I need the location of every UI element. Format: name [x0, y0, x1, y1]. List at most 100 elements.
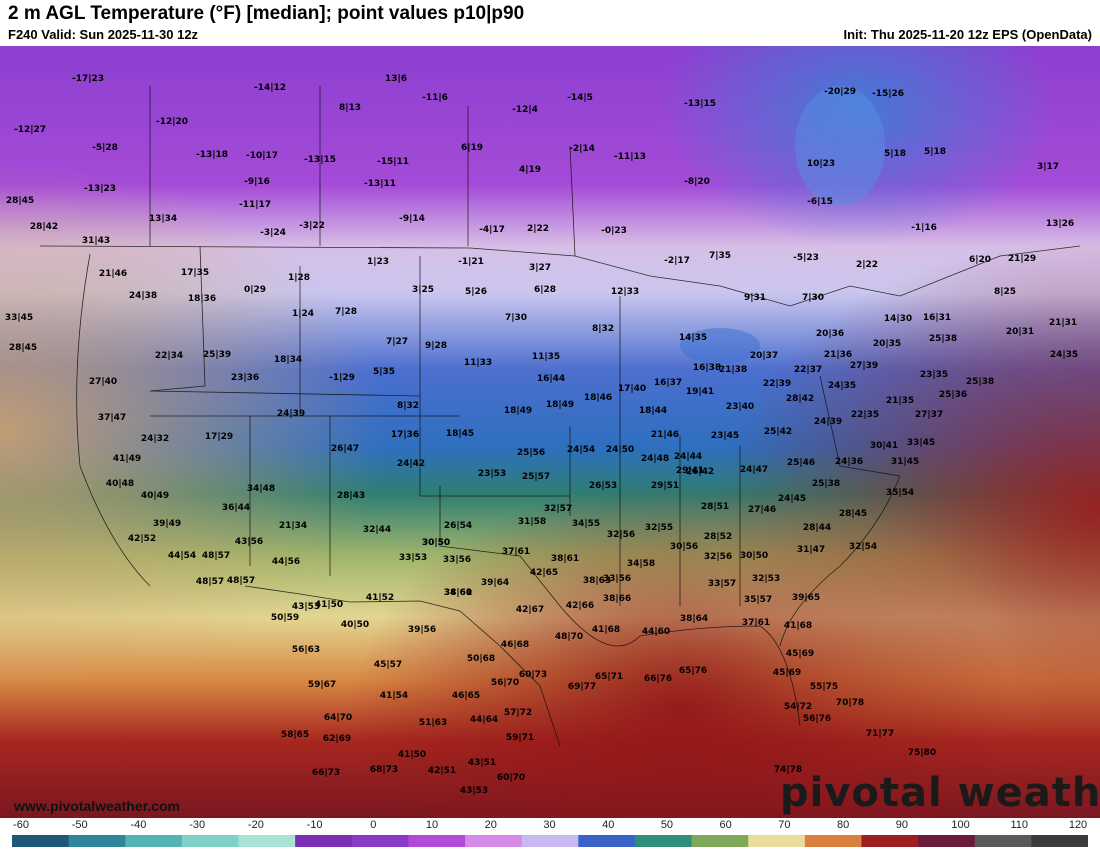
point-value-label: 33|56	[603, 574, 631, 584]
point-value-label: 14|30	[884, 314, 912, 324]
point-value-label: 21|36	[824, 350, 852, 360]
point-value-label: -1|29	[329, 373, 355, 383]
point-value-label: 37|47	[98, 413, 126, 423]
point-value-label: 28|42	[30, 222, 58, 232]
point-value-label: 21|38	[719, 365, 747, 375]
point-value-label: 8|32	[397, 401, 419, 411]
point-value-label: 25|57	[522, 472, 550, 482]
point-value-label: -11|13	[614, 152, 646, 162]
point-value-label: 5|35	[373, 367, 395, 377]
point-value-label: 69|77	[568, 682, 596, 692]
point-value-label: 41|68	[592, 625, 620, 635]
website-watermark: www.pivotalweather.com	[14, 798, 180, 814]
map-header: 2 m AGL Temperature (°F) [median]; point…	[0, 0, 1100, 46]
point-value-label: 3|27	[529, 263, 551, 273]
point-value-label: 25|46	[787, 458, 815, 468]
point-value-label: 30|50	[740, 551, 768, 561]
colorbar-tick-label: 100	[951, 819, 970, 831]
point-value-label: 13|6	[385, 74, 407, 84]
point-value-label: 31|45	[891, 457, 919, 467]
point-value-label: 38|64	[680, 614, 708, 624]
point-value-label: 37|61	[502, 547, 530, 557]
point-value-label: -2|14	[569, 144, 595, 154]
point-value-label: 8|25	[994, 287, 1016, 297]
point-value-label: 65|71	[595, 672, 623, 682]
point-value-label: 21|34	[279, 521, 307, 531]
point-value-label: 50|59	[271, 613, 299, 623]
colorbar-tick-label: 120	[1068, 819, 1088, 831]
point-value-label: 43|56	[235, 537, 263, 547]
point-value-label: 13|26	[1046, 219, 1074, 229]
point-value-label: 24|38	[129, 291, 157, 301]
point-value-label: 68|73	[370, 765, 398, 775]
point-value-label: 32|56	[704, 552, 732, 562]
point-value-label: 28|45	[6, 196, 34, 206]
point-value-label: 7|27	[386, 337, 408, 347]
point-value-label: 71|77	[866, 729, 894, 739]
point-value-label: 7|30	[505, 313, 527, 323]
point-value-label: 24|39	[277, 409, 305, 419]
point-value-label: 0|29	[244, 285, 266, 295]
point-value-label: -10|17	[246, 151, 278, 161]
point-value-label: -15|11	[377, 157, 409, 167]
point-value-label: 6|28	[534, 285, 556, 295]
point-value-label: 39|65	[792, 593, 820, 603]
point-value-label: 32|57	[544, 504, 572, 514]
colorbar-segment	[634, 835, 693, 847]
colorbar-tick-label: -40	[130, 819, 147, 831]
point-value-label: 17|29	[205, 432, 233, 442]
point-value-label: -12|20	[156, 117, 188, 127]
point-value-label: 34|55	[572, 519, 600, 529]
point-value-label: 40|50	[341, 620, 369, 630]
point-value-label: 26|42	[686, 467, 714, 477]
colorbar-tick-label: 110	[1010, 819, 1029, 831]
point-value-label: 34|48	[247, 484, 275, 494]
point-value-label: 24|50	[606, 445, 634, 455]
point-value-label: 59|71	[506, 733, 534, 743]
brand-logo: pivotal weather	[780, 770, 1100, 816]
point-value-label: 55|75	[810, 682, 838, 692]
point-value-label: -5|28	[92, 143, 118, 153]
point-value-label: 59|67	[308, 680, 336, 690]
point-value-label: -0|23	[601, 226, 627, 236]
point-value-label: 32|54	[849, 542, 877, 552]
point-value-label: 44|60	[642, 627, 670, 637]
point-value-label: 1|23	[367, 257, 389, 267]
point-value-label: 18|36	[188, 294, 216, 304]
point-value-label: 27|37	[915, 410, 943, 420]
point-value-label: 28|44	[803, 523, 831, 533]
point-value-label: 45|69	[786, 649, 814, 659]
point-value-label: 38|61	[551, 554, 579, 564]
map-title: 2 m AGL Temperature (°F) [median]; point…	[8, 3, 525, 24]
point-value-label: 24|47	[740, 465, 768, 475]
point-value-label: 7|35	[709, 251, 731, 261]
point-value-label: 32|55	[645, 523, 673, 533]
colorbar-tick-label: -50	[71, 819, 88, 831]
colorbar-segment	[804, 835, 862, 847]
point-value-label: -17|23	[72, 74, 104, 84]
point-value-label: -9|14	[399, 214, 425, 224]
point-value-label: 64|70	[324, 713, 352, 723]
point-value-label: 27|39	[850, 361, 878, 371]
point-value-label: 32|56	[607, 530, 635, 540]
point-value-label: 21|29	[1008, 254, 1036, 264]
colorbar-tick-label: -10	[306, 819, 323, 831]
point-value-label: 3|17	[1037, 162, 1059, 172]
point-value-label: -1|16	[911, 223, 937, 233]
temperature-map[interactable]: -17|23 -14|12 13|6 -11|6 -14|5 -13|15 -20|29 -1…	[0, 46, 1100, 818]
point-value-label: 28|51	[701, 502, 729, 512]
point-value-label: 13|34	[149, 214, 177, 224]
point-value-label: -8|20	[684, 177, 710, 187]
colorbar-tick-label: 30	[543, 819, 556, 831]
point-value-label: 50|68	[467, 654, 495, 664]
point-value-label: 42|67	[516, 605, 544, 615]
colorbar-segment	[748, 835, 806, 847]
point-value-label: 34|58	[627, 559, 655, 569]
point-value-label: 30|56	[670, 542, 698, 552]
point-value-label: 23|40	[726, 402, 754, 412]
point-value-label: 18|44	[639, 406, 667, 416]
point-value-label: 23|35	[920, 370, 948, 380]
point-value-label: 41|49	[113, 454, 141, 464]
point-value-label: 33|45	[5, 313, 33, 323]
point-value-label: 25|36	[939, 390, 967, 400]
